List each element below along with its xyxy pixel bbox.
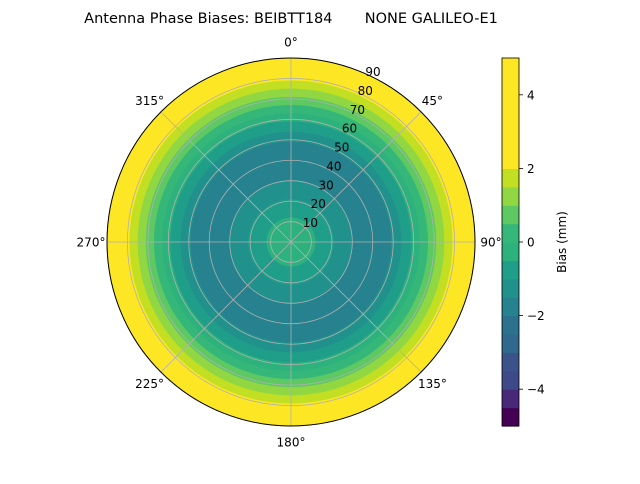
radial-tick-label: 30 — [319, 178, 334, 192]
colorbar-ticks: −4 −2 0 2 4 — [519, 88, 545, 397]
polar-grid — [106, 57, 476, 427]
radial-tick-label: 90 — [365, 65, 380, 79]
colorbar-band — [502, 389, 519, 409]
radial-tick-label: 10 — [303, 216, 318, 230]
radial-tick-label: 70 — [350, 103, 365, 117]
colorbar-band — [502, 186, 519, 206]
radial-tick-label: 80 — [358, 84, 373, 98]
angular-gridline — [160, 241, 292, 373]
colorbar-tick-label: 2 — [527, 162, 535, 176]
radial-tick-label: 20 — [311, 197, 326, 211]
radial-tick-label: 40 — [326, 159, 341, 173]
angle-tick-label: 0° — [284, 36, 298, 50]
radial-tick-label: 60 — [342, 122, 357, 136]
angle-tick-label: 180° — [277, 436, 306, 450]
colorbar-band — [502, 260, 519, 280]
colorbar-band — [502, 278, 519, 298]
colorbar-band — [502, 334, 519, 353]
angle-tick-label: 90° — [480, 236, 501, 250]
chart-title: Antenna Phase Biases: BEIBTT184 NONE GAL… — [84, 11, 498, 27]
colorbar-tick-label: 4 — [527, 88, 535, 102]
colorbar-band — [502, 297, 519, 317]
radial-tick-label: 50 — [334, 141, 349, 155]
colorbar-label: Bias (mm) — [555, 211, 569, 273]
colorbar-tick-label: −2 — [527, 309, 545, 323]
angle-tick-label: 315° — [135, 94, 164, 108]
angle-tick-label: 135° — [418, 377, 447, 391]
angular-gridline — [290, 241, 422, 373]
colorbar-band — [502, 58, 519, 169]
colorbar: −4 −2 0 2 4 Bias (mm) — [501, 57, 569, 427]
angular-gridline — [160, 111, 292, 243]
colorbar-band — [502, 205, 519, 225]
angle-tick-labels: 0° 45° 90° 135° 180° 225° 270° 315° — [77, 36, 502, 450]
colorbar-band — [502, 168, 519, 188]
polar-frame — [106, 57, 476, 427]
colorbar-band — [502, 370, 519, 390]
colorbar-band — [502, 315, 519, 335]
colorbar-band — [502, 352, 519, 372]
angle-tick-label: 225° — [135, 377, 164, 391]
colorbar-band — [502, 242, 519, 261]
radial-tick-labels: 10 20 30 40 50 60 70 80 90 — [303, 65, 381, 230]
colorbar-tick-label: 0 — [527, 236, 535, 250]
angle-tick-label: 270° — [77, 236, 106, 250]
colorbar-band — [502, 223, 519, 243]
colorbar-tick-label: −4 — [527, 383, 545, 397]
angle-tick-label: 45° — [422, 94, 443, 108]
angular-gridline — [290, 111, 422, 243]
colorbar-band — [502, 407, 519, 427]
